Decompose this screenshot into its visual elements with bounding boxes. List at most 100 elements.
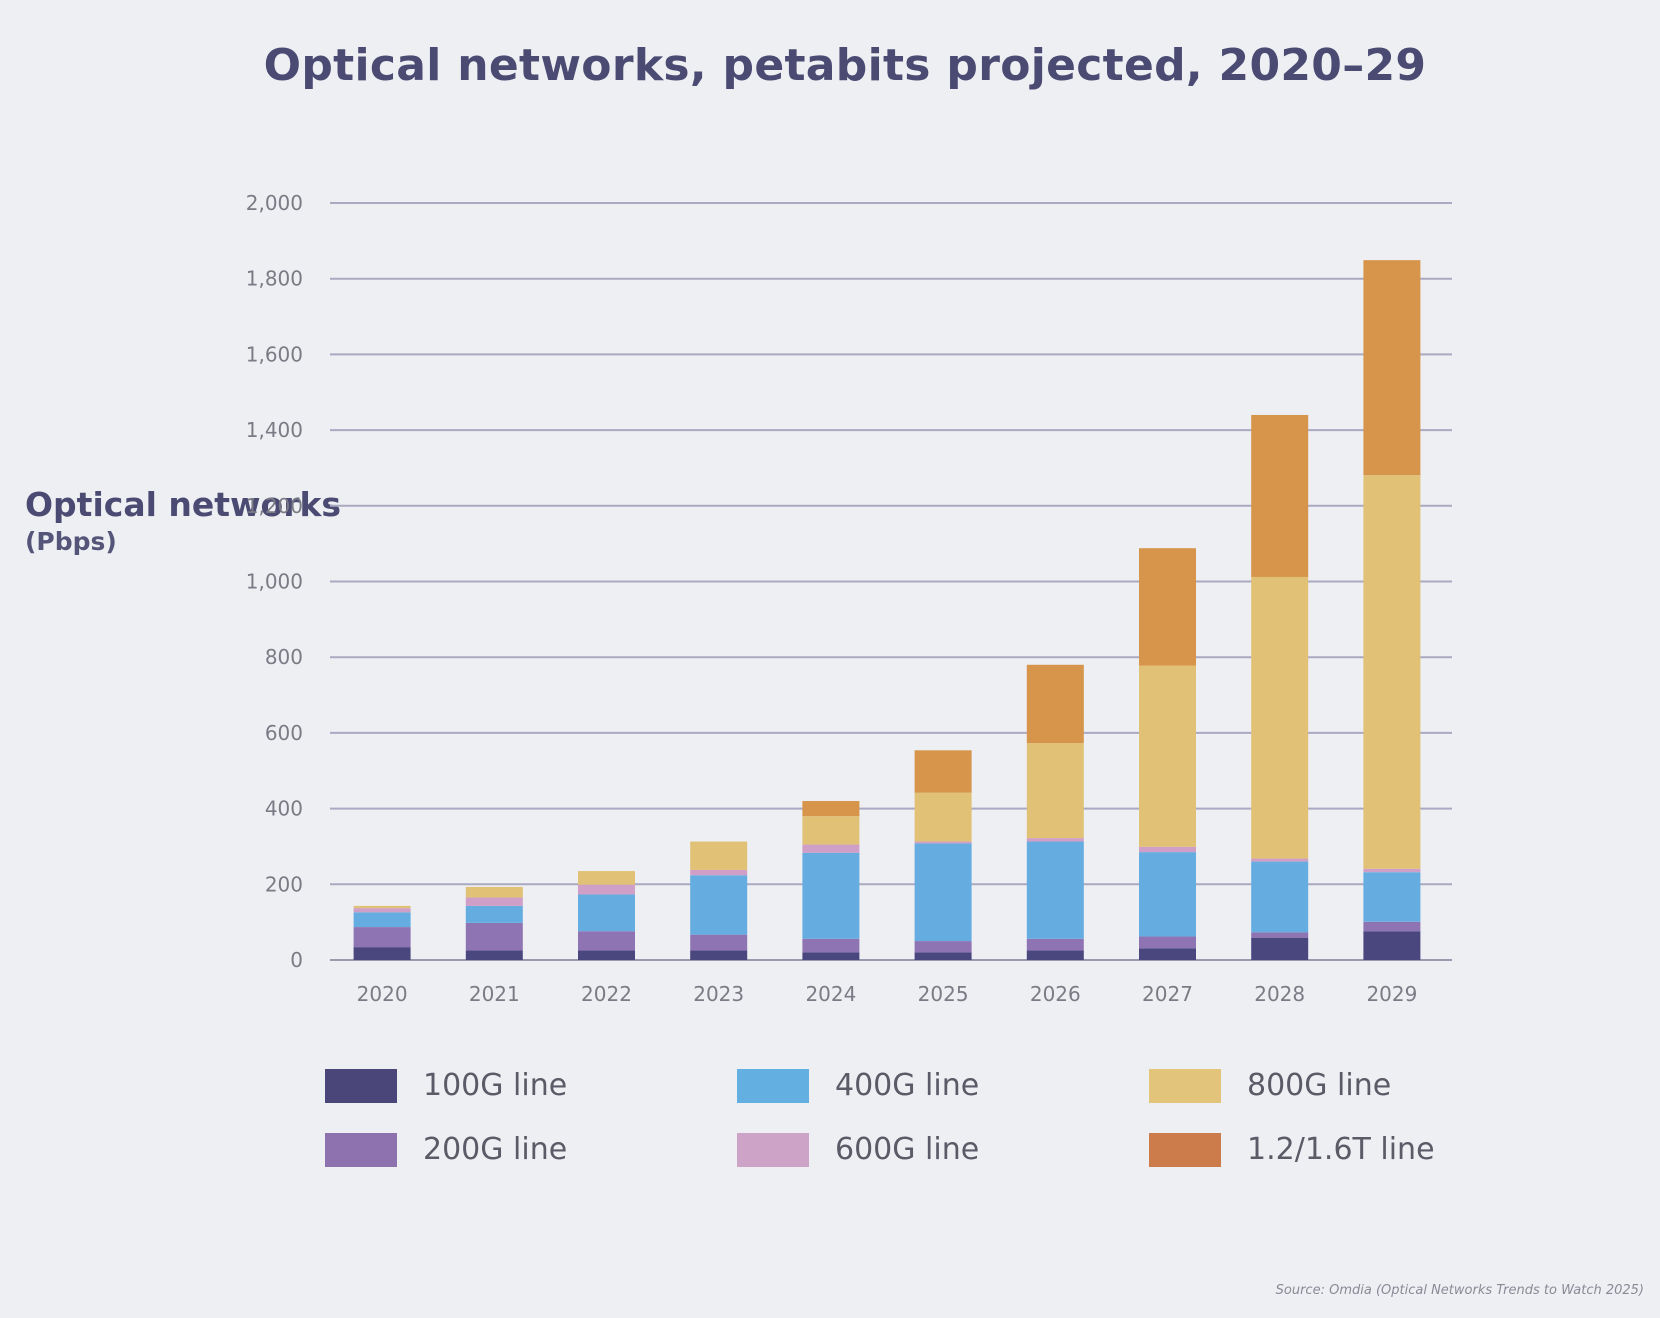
bar-segment bbox=[465, 905, 523, 923]
bar-stack-2028 bbox=[1251, 414, 1309, 960]
x-tick-label: 2023 bbox=[693, 982, 744, 1006]
bar-segment bbox=[802, 801, 860, 817]
bar-segment bbox=[802, 938, 860, 953]
bar-segment bbox=[1363, 868, 1421, 873]
bar-segment bbox=[1026, 938, 1084, 951]
bar-segment bbox=[1251, 937, 1309, 960]
bar-segment bbox=[578, 894, 635, 932]
bar-segment bbox=[1139, 548, 1196, 666]
legend-item: 800G line bbox=[1149, 1068, 1391, 1103]
bar-segment bbox=[578, 871, 635, 885]
bar-segment bbox=[914, 841, 972, 844]
x-tick-label: 2025 bbox=[918, 982, 969, 1006]
x-tick-label: 2026 bbox=[1030, 982, 1081, 1006]
bar-segment bbox=[1026, 743, 1084, 839]
x-tick-label: 2022 bbox=[581, 982, 632, 1006]
bar-stack-2023 bbox=[690, 841, 748, 960]
bar-stack-2020 bbox=[353, 905, 411, 960]
bar-stack-2029 bbox=[1363, 260, 1421, 960]
bar-segment bbox=[578, 884, 635, 895]
legend-swatch bbox=[1149, 1068, 1221, 1103]
bar-segment bbox=[1363, 921, 1421, 932]
y-tick-label: 600 bbox=[265, 721, 303, 745]
x-tick-label: 2024 bbox=[805, 982, 856, 1006]
legend-swatch bbox=[325, 1132, 397, 1167]
legend-label: 800G line bbox=[1247, 1068, 1392, 1103]
bar-segment bbox=[1251, 861, 1309, 933]
x-tick-labels: 2020 2021 2022 2023 2024 2025 2026 2027 2028 2029 bbox=[357, 982, 1418, 1006]
legend-label: 400G line bbox=[835, 1068, 980, 1103]
bar-segment bbox=[802, 844, 860, 853]
legend-item: 200G line bbox=[325, 1132, 567, 1167]
legend-label: 100G line bbox=[423, 1068, 568, 1103]
legend-item: 100G line bbox=[325, 1068, 567, 1103]
y-tick-label: 400 bbox=[265, 797, 303, 821]
legend-swatch bbox=[737, 1132, 809, 1167]
bar-stack-2026 bbox=[1026, 664, 1084, 960]
bar-segment bbox=[690, 869, 748, 876]
source-note: Source: Omdia (Optical Networks Trends t… bbox=[1275, 1283, 1644, 1298]
bar-stack-2027 bbox=[1139, 548, 1196, 960]
bar-segment bbox=[1251, 932, 1309, 938]
bar-segment bbox=[690, 950, 748, 960]
bar-segment bbox=[690, 934, 748, 951]
bar-segment bbox=[802, 952, 860, 960]
y-tick-label: 2,000 bbox=[246, 191, 303, 215]
y-tick-label: 800 bbox=[265, 645, 303, 669]
chart-title: Optical networks, petabits projected, 20… bbox=[263, 40, 1427, 91]
bar-segment bbox=[914, 941, 972, 953]
y-tick-label: 1,600 bbox=[246, 342, 303, 366]
bar-segment bbox=[1251, 858, 1309, 862]
bar-segment bbox=[1026, 838, 1084, 842]
legend-swatch bbox=[325, 1068, 397, 1103]
legend-label: 600G line bbox=[835, 1132, 980, 1167]
bar-segment bbox=[914, 952, 972, 960]
bar-segment bbox=[1363, 931, 1421, 960]
bar-segment bbox=[914, 792, 972, 842]
bar-segment bbox=[1139, 936, 1196, 949]
legend-label: 1.2/1.6T line bbox=[1247, 1132, 1435, 1167]
y-tick-label: 1,200 bbox=[246, 494, 303, 518]
bar-segment bbox=[1139, 665, 1196, 847]
bar-stack-2022 bbox=[578, 871, 635, 960]
legend-item: 600G line bbox=[737, 1132, 979, 1167]
legend-swatch bbox=[1149, 1132, 1221, 1167]
stacked-bar-chart: 0 200 400 600 800 1,000 1,200 1,400 1,600 1,800 2,… bbox=[246, 191, 1452, 1006]
x-tick-label: 2027 bbox=[1142, 982, 1193, 1006]
bar-segment bbox=[578, 950, 635, 960]
bar-stack-2021 bbox=[465, 886, 523, 960]
bar-segment bbox=[690, 875, 748, 935]
bar-segment bbox=[1139, 846, 1196, 853]
bar-stack-2025 bbox=[914, 750, 972, 960]
bar-segment bbox=[802, 852, 860, 939]
bar-segment bbox=[1363, 475, 1421, 869]
bar-segment bbox=[690, 841, 748, 870]
x-tick-label: 2021 bbox=[469, 982, 520, 1006]
bar-segment bbox=[1251, 576, 1309, 859]
bar-segment bbox=[914, 750, 972, 793]
bar-segment bbox=[1363, 260, 1421, 476]
bar-segment bbox=[1251, 414, 1309, 577]
bar-segment bbox=[1026, 664, 1084, 744]
y-tick-label: 1,000 bbox=[246, 570, 303, 594]
bar-segment bbox=[1026, 950, 1084, 960]
legend-label: 200G line bbox=[423, 1132, 568, 1167]
y-axis-title: Optical networks bbox=[25, 485, 342, 524]
y-tick-label: 0 bbox=[290, 948, 303, 972]
bar-segment bbox=[1026, 841, 1084, 939]
x-tick-label: 2028 bbox=[1254, 982, 1305, 1006]
bar-segment bbox=[465, 897, 523, 906]
legend-item: 1.2/1.6T line bbox=[1149, 1132, 1435, 1167]
y-axis-label: Optical networks (Pbps) bbox=[25, 484, 341, 559]
legend: 100G line 200G line 400G line 600G line 800G… bbox=[325, 1068, 1475, 1198]
y-axis-unit: (Pbps) bbox=[25, 527, 117, 556]
bar-segment bbox=[353, 908, 411, 913]
bar-segment bbox=[465, 922, 523, 951]
bar-segment bbox=[914, 843, 972, 942]
y-tick-label: 1,400 bbox=[246, 418, 303, 442]
bars bbox=[353, 260, 1421, 960]
x-tick-label: 2020 bbox=[357, 982, 408, 1006]
x-tick-label: 2029 bbox=[1366, 982, 1417, 1006]
bar-segment bbox=[465, 886, 523, 898]
bar-segment bbox=[353, 912, 411, 928]
